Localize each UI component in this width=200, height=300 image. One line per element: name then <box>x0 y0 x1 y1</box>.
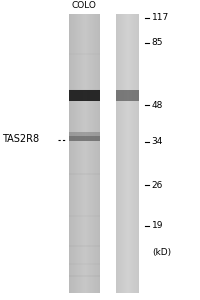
Bar <box>121 14 122 292</box>
Bar <box>71 14 72 292</box>
Bar <box>134 14 135 292</box>
Bar <box>69 263 100 265</box>
Bar <box>88 14 89 292</box>
Bar <box>82 14 83 292</box>
Bar <box>69 215 100 217</box>
Bar <box>118 14 119 292</box>
Bar <box>69 275 100 277</box>
Bar <box>98 14 99 292</box>
Bar <box>137 14 138 292</box>
Bar <box>73 14 74 292</box>
Text: 48: 48 <box>151 100 162 109</box>
Bar <box>91 14 92 292</box>
Bar <box>86 14 87 292</box>
Bar <box>127 14 128 292</box>
Bar <box>131 14 132 292</box>
Text: 85: 85 <box>151 38 162 47</box>
Bar <box>96 14 97 292</box>
Bar <box>69 173 100 175</box>
Bar <box>115 14 116 292</box>
Bar <box>124 14 125 292</box>
Text: 19: 19 <box>151 221 162 230</box>
Bar <box>92 14 93 292</box>
Bar <box>69 90 100 101</box>
Bar <box>128 14 129 292</box>
Bar <box>120 14 121 292</box>
Bar <box>70 14 71 292</box>
Bar <box>99 14 100 292</box>
Bar <box>93 14 94 292</box>
Bar <box>81 14 82 292</box>
Bar <box>87 14 88 292</box>
Bar <box>76 14 77 292</box>
Bar <box>132 14 133 292</box>
Bar <box>122 14 123 292</box>
Bar <box>77 14 78 292</box>
Bar <box>69 89 100 91</box>
Text: 34: 34 <box>151 137 162 146</box>
Bar <box>78 14 79 292</box>
Bar <box>115 90 138 101</box>
Text: (kD): (kD) <box>151 248 170 256</box>
Bar <box>94 14 95 292</box>
Bar <box>90 14 91 292</box>
Bar <box>97 14 98 292</box>
Bar <box>89 14 90 292</box>
Bar <box>74 14 75 292</box>
Bar <box>69 245 100 247</box>
Text: COLO: COLO <box>72 2 96 10</box>
Text: TAS2R8: TAS2R8 <box>2 134 39 145</box>
Bar <box>125 14 126 292</box>
Bar <box>95 14 96 292</box>
Bar <box>129 14 130 292</box>
Bar <box>69 136 100 141</box>
Bar <box>133 14 134 292</box>
Bar <box>83 14 84 292</box>
Bar <box>123 14 124 292</box>
Bar <box>69 14 70 292</box>
Bar <box>85 14 86 292</box>
Bar <box>80 14 81 292</box>
Bar <box>126 14 127 292</box>
Bar <box>84 14 85 292</box>
Bar <box>72 14 73 292</box>
Text: 117: 117 <box>151 14 168 22</box>
Bar <box>130 14 131 292</box>
Text: 26: 26 <box>151 181 162 190</box>
Bar <box>117 14 118 292</box>
Bar <box>69 132 100 136</box>
Bar <box>135 14 136 292</box>
Bar <box>75 14 76 292</box>
Bar <box>116 14 117 292</box>
Bar <box>119 14 120 292</box>
Bar <box>79 14 80 292</box>
Bar <box>136 14 137 292</box>
Bar <box>69 53 100 55</box>
